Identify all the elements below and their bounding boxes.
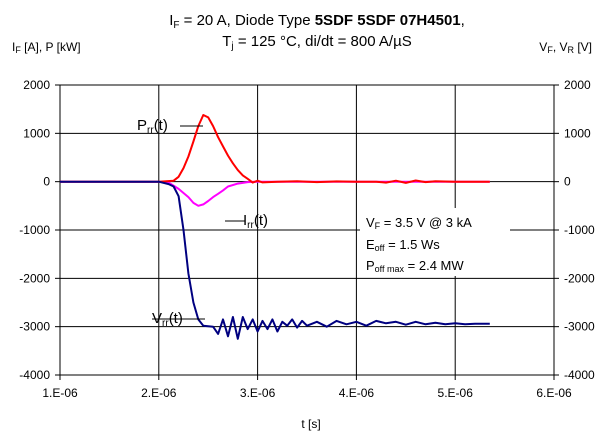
y-tick-label-left: 2000 <box>23 78 50 92</box>
y-tick-label-left: -3000 <box>19 320 50 334</box>
info-box: VF = 3.5 V @ 3 kA Eoff = 1.5 Ws Poff max… <box>360 208 510 276</box>
irr-callout: Irr(t) <box>225 212 268 231</box>
series-line-prrt <box>60 114 490 184</box>
vf-annotation: VF = 3.5 V @ 3 kA <box>366 215 472 231</box>
series-line-vrrt <box>60 180 490 340</box>
y-tick-label-right: 1000 <box>564 126 591 140</box>
y-tick-label-left: 0 <box>43 175 50 189</box>
axis-ticks <box>55 84 559 380</box>
tick-labels: 2000 2000 1000 1000 0 0 -1000 -1000 -2000 -2000 -3… <box>19 78 595 400</box>
x-tick-label: 5.E-06 <box>438 386 474 400</box>
y-tick-label-left: 1000 <box>23 126 50 140</box>
x-axis-label: t [s] <box>301 417 320 431</box>
x-tick-label: 4.E-06 <box>339 386 375 400</box>
vrr-callout: Vrr(t) <box>152 310 205 329</box>
y-tick-label-right: -2000 <box>564 271 595 285</box>
x-tick-label: 6.E-06 <box>536 386 572 400</box>
x-tick-label: 2.E-06 <box>141 386 177 400</box>
x-tick-label: 1.E-06 <box>42 386 78 400</box>
y-axis-left-label: IF [A], P [kW] <box>12 40 81 55</box>
y-tick-label-right: -4000 <box>564 368 595 382</box>
y-tick-label-left: -4000 <box>19 368 50 382</box>
chart-title-line1: IF = 20 A, Diode Type 5SDF 5SDF 07H4501, <box>169 12 465 31</box>
x-tick-label: 3.E-06 <box>240 386 276 400</box>
y-axis-right-label: VF, VR [V] <box>539 40 592 55</box>
y-tick-label-left: -1000 <box>19 223 50 237</box>
y-tick-label-right: 2000 <box>564 78 591 92</box>
irr-label: Irr(t) <box>243 212 268 231</box>
prr-label: Prr(t) <box>137 117 168 136</box>
y-tick-label-right: -3000 <box>564 320 595 334</box>
series-group <box>60 114 490 340</box>
y-tick-label-right: -1000 <box>564 223 595 237</box>
poff-annotation: Poff max = 2.4 MW <box>366 258 464 274</box>
eoff-annotation: Eoff = 1.5 Ws <box>366 237 440 253</box>
chart-title-line2: Tj = 125 °C, di/dt = 800 A/µS <box>222 33 412 52</box>
y-tick-label-left: -2000 <box>19 271 50 285</box>
y-tick-label-right: 0 <box>564 175 571 189</box>
vrr-label: Vrr(t) <box>152 310 183 329</box>
series-line-irrt <box>60 180 490 207</box>
prr-callout: Prr(t) <box>137 117 203 136</box>
